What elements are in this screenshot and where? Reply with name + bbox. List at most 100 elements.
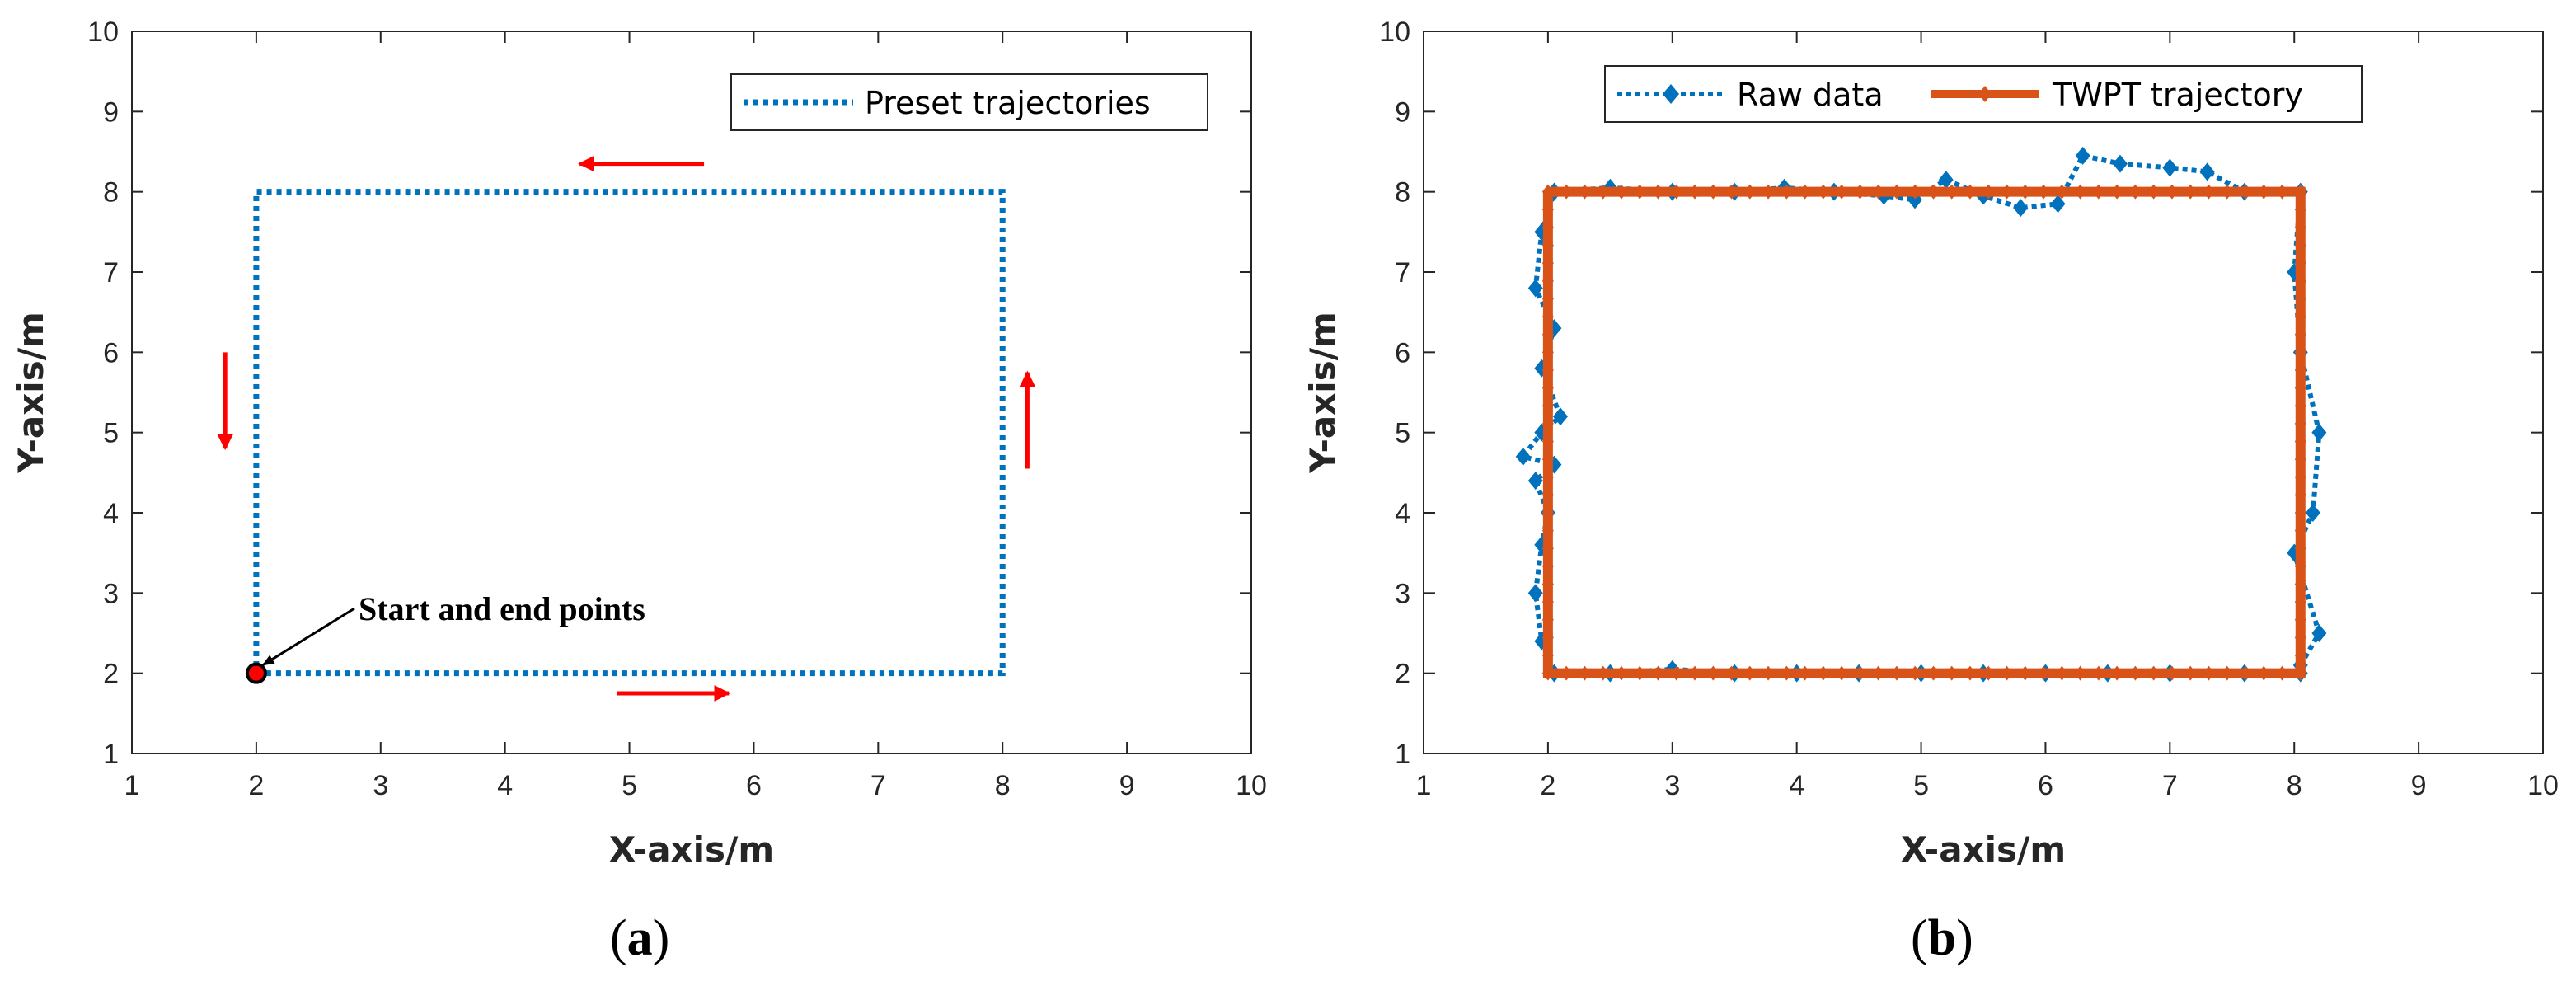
raw-data-point [2013,199,2029,218]
ticks-a: 1 2 3 4 5 6 7 8 9 10 1 2 3 4 5 6 7 8 9 10 [87,16,1267,801]
twpt-data-point [1982,184,1995,200]
x-tick-label: 5 [622,770,637,801]
y-tick-label: 7 [103,257,119,289]
twpt-data-point [1762,665,1775,681]
twpt-data-point [1541,291,1554,307]
twpt-data-point [2294,487,2306,503]
series-b [1515,146,2327,683]
twpt-data-point [2111,184,2123,200]
raw-data-point [2050,195,2066,214]
twpt-data-point [1670,665,1682,681]
chart-b: 1 2 3 4 5 6 7 8 9 10 1 2 3 4 5 6 7 8 9 10 Raw data TWPT tra… [1302,16,2559,966]
twpt-data-point [1541,612,1554,627]
twpt-data-point [1634,665,1646,681]
twpt-data-point [1541,505,1554,520]
start-end-point-marker [245,662,267,684]
twpt-data-point [2294,648,2306,664]
twpt-data-point [2276,184,2288,200]
twpt-data-point [1817,184,1829,200]
y-tick-label: 1 [103,739,119,770]
twpt-data-point [2294,326,2306,342]
start-end-annotation: Start and end points [245,590,645,684]
twpt-data-point [2258,184,2270,200]
raw-data-point [2311,624,2327,642]
raw-data-point [1527,279,1543,298]
twpt-data-point [2294,219,2306,235]
y-tick-label: 9 [1395,96,1410,128]
twpt-data-point [1890,665,1903,681]
chart-a: 1 2 3 4 5 6 7 8 9 10 1 2 3 4 5 6 7 8 9 10 Start and end poi… [11,16,1267,966]
y-tick-label: 2 [103,659,119,690]
twpt-data-point [1541,380,1554,396]
twpt-data-point [1541,648,1554,664]
twpt-data-point [1560,665,1573,681]
x-tick-label: 8 [995,770,1011,801]
raw-data-point [2311,423,2327,442]
twpt-data-point [1541,345,1554,360]
y-tick-label: 6 [1395,337,1410,369]
twpt-data-point [1541,487,1554,503]
twpt-data-point [1781,184,1793,200]
twpt-data-point [2294,576,2306,592]
twpt-data-point [1541,309,1554,325]
series-a [253,189,1006,677]
y-tick-label: 2 [1395,659,1410,690]
twpt-data-point [1909,665,1921,681]
twpt-data-point [2184,184,2197,200]
twpt-data-point [1541,523,1554,538]
y-tick-label: 5 [1395,418,1410,449]
twpt-data-point [1707,184,1720,200]
twpt-data-point [1689,665,1701,681]
legend-label-preset: Preset trajectories [865,85,1151,121]
twpt-data-point [1634,184,1646,200]
y-tick-label: 4 [1395,498,1410,529]
annotation-text: Start and end points [359,590,645,627]
twpt-data-point [1541,184,1554,200]
x-tick-label: 4 [1789,770,1804,801]
direction-arrows-a [217,155,1036,702]
twpt-data-point [2184,665,2197,681]
x-tick-label: 7 [2162,770,2178,801]
twpt-data-point [2294,184,2306,200]
twpt-data-point [2294,345,2306,360]
legend-b[interactable]: Raw data TWPT trajectory [1604,65,2363,123]
raw-data-point [2199,162,2215,181]
twpt-data-point [1909,184,1921,200]
twpt-data-point [2129,665,2142,681]
twpt-data-point [1541,541,1554,556]
legend-marker-raw [1663,84,1679,104]
twpt-data-point [1652,665,1664,681]
twpt-data-point [1541,202,1554,218]
twpt-data-point [2092,184,2104,200]
y-tick-label: 1 [1395,739,1410,770]
twpt-data-point [1836,184,1848,200]
twpt-data-point [1597,184,1609,200]
twpt-data-point [2294,665,2306,681]
twpt-data-point [2294,452,2306,467]
twpt-data-point [1707,665,1720,681]
twpt-data-point [1743,665,1756,681]
twpt-data-point [1854,184,1866,200]
twpt-data-point [2111,665,2123,681]
x-tick-label: 1 [1416,770,1432,801]
twpt-data-point [2074,665,2086,681]
twpt-data-point [1781,665,1793,681]
twpt-data-point [1652,184,1664,200]
twpt-data-point [2294,291,2306,307]
twpt-data-point [2001,665,2013,681]
twpt-data-point [1872,184,1884,200]
twpt-data-point [2294,309,2306,325]
legend-a[interactable]: Preset trajectories [730,73,1208,131]
twpt-data-point [2239,665,2251,681]
x-tick-label: 5 [1913,770,1929,801]
twpt-data-point [2294,630,2306,646]
raw-data-point [1527,472,1543,491]
x-tick-label: 6 [746,770,762,801]
twpt-data-point [1541,630,1554,646]
twpt-data-point [1964,184,1976,200]
twpt-data-point [1927,184,1940,200]
twpt-data-point [2056,665,2068,681]
twpt-data-point [2294,594,2306,610]
x-tick-label: 1 [124,770,140,801]
twpt-data-point [1762,184,1775,200]
